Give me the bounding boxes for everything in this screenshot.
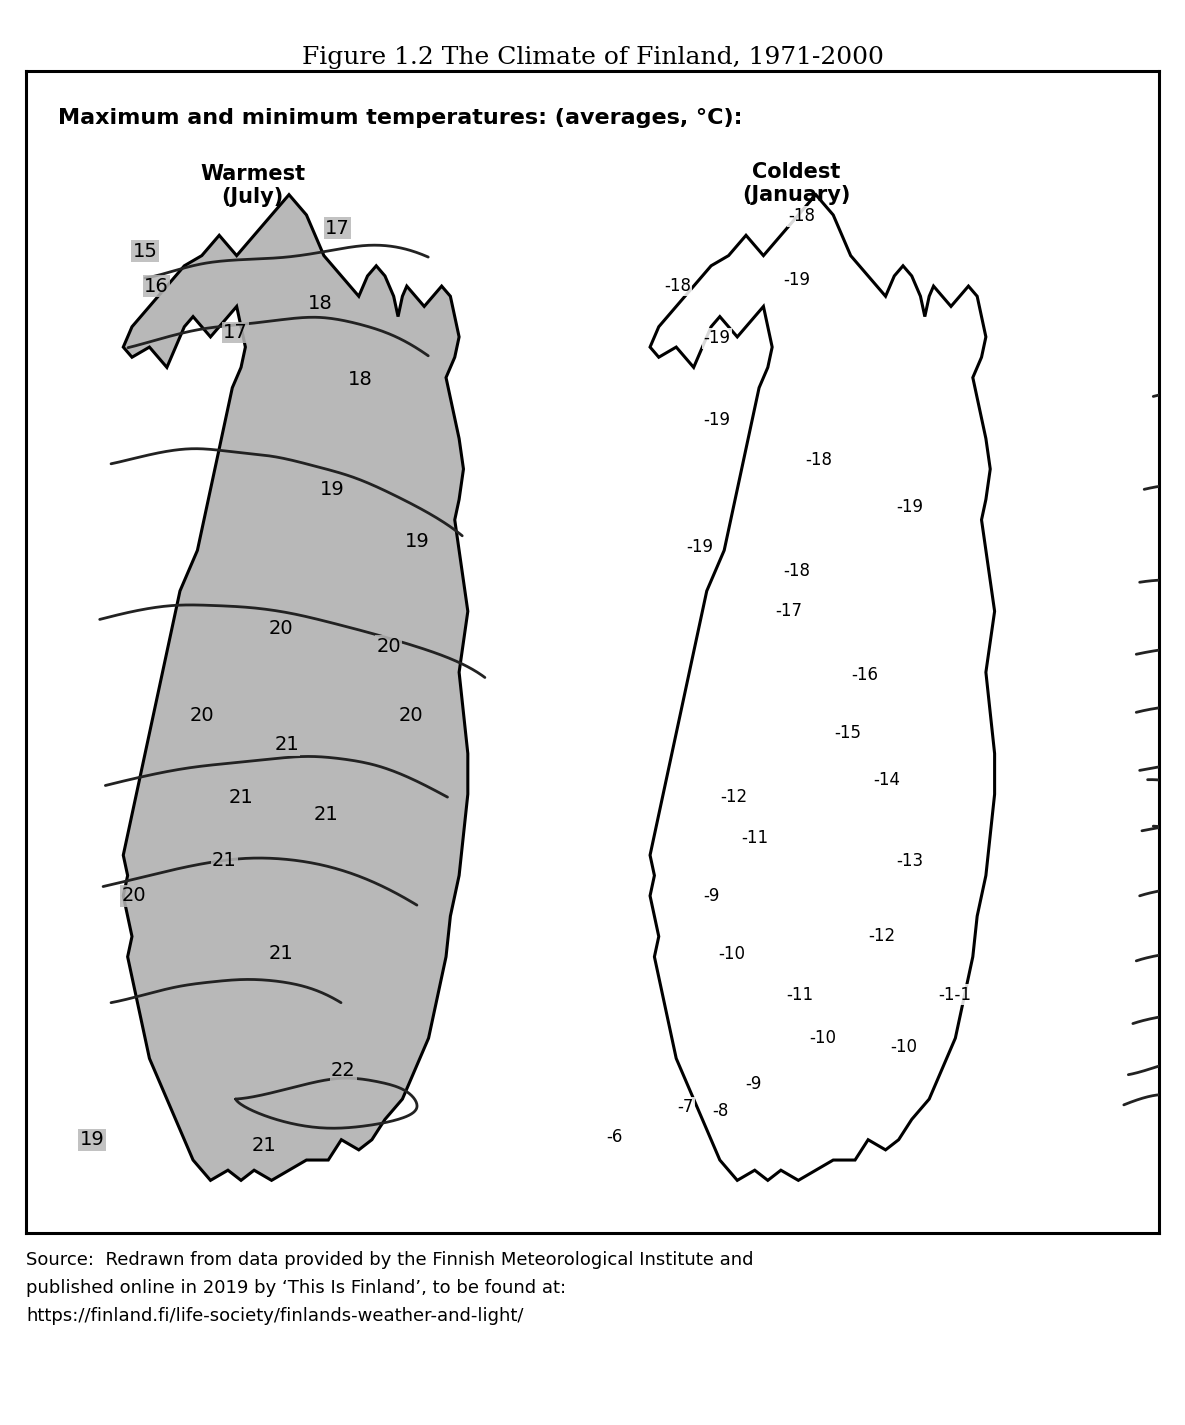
Text: -19: -19 — [704, 329, 731, 348]
Text: -17: -17 — [775, 603, 802, 620]
Text: -18: -18 — [664, 276, 691, 295]
Text: -18: -18 — [783, 561, 809, 580]
Text: -18: -18 — [806, 452, 833, 469]
Text: 15: 15 — [133, 242, 158, 261]
Text: -9: -9 — [703, 886, 719, 905]
Text: -12: -12 — [867, 928, 895, 945]
Text: -15: -15 — [834, 724, 860, 742]
Polygon shape — [651, 195, 994, 1180]
Text: 18: 18 — [308, 294, 333, 314]
Text: Maximum and minimum temperatures: (averages, °C):: Maximum and minimum temperatures: (avera… — [58, 108, 742, 128]
Text: -19: -19 — [783, 271, 809, 289]
Text: 17: 17 — [223, 323, 248, 342]
Text: -10: -10 — [718, 945, 745, 963]
Polygon shape — [123, 195, 468, 1180]
Text: 16: 16 — [143, 276, 168, 295]
Text: 17: 17 — [325, 218, 350, 238]
Text: -18: -18 — [788, 208, 815, 225]
Text: -8: -8 — [712, 1102, 729, 1120]
Text: 20: 20 — [121, 886, 146, 905]
Text: 18: 18 — [348, 369, 372, 389]
Text: Figure 1.2 The Climate of Finland, 1971-2000: Figure 1.2 The Climate of Finland, 1971-… — [301, 46, 884, 68]
Text: -11: -11 — [787, 986, 813, 1003]
Text: 19: 19 — [79, 1130, 104, 1149]
Text: -10: -10 — [809, 1029, 835, 1046]
Text: -19: -19 — [686, 539, 713, 556]
Text: -16: -16 — [851, 665, 878, 684]
Text: -13: -13 — [896, 852, 923, 871]
Text: Warmest
(July): Warmest (July) — [200, 164, 306, 208]
Text: 22: 22 — [331, 1060, 355, 1080]
Text: -19: -19 — [896, 497, 923, 516]
Text: 21: 21 — [212, 852, 237, 871]
Text: -1-1: -1-1 — [939, 986, 972, 1003]
Text: 21: 21 — [314, 805, 339, 824]
Text: 19: 19 — [320, 480, 345, 499]
Text: 20: 20 — [269, 620, 293, 638]
Text: -11: -11 — [741, 829, 768, 846]
Text: -10: -10 — [891, 1037, 917, 1056]
Text: 21: 21 — [251, 1136, 276, 1156]
Text: 20: 20 — [399, 707, 423, 725]
Text: -9: -9 — [745, 1074, 762, 1093]
Text: 21: 21 — [229, 788, 254, 807]
Text: Source:  Redrawn from data provided by the Finnish Meteorological Institute and
: Source: Redrawn from data provided by th… — [26, 1251, 754, 1325]
Text: 21: 21 — [274, 735, 299, 754]
Text: -19: -19 — [704, 410, 731, 429]
Text: -6: -6 — [606, 1129, 622, 1146]
Text: 20: 20 — [190, 707, 214, 725]
Text: 19: 19 — [404, 532, 429, 551]
Text: Coldest
(January): Coldest (January) — [742, 162, 851, 205]
Text: 20: 20 — [377, 637, 401, 656]
Text: 21: 21 — [269, 945, 294, 963]
Text: -12: -12 — [720, 788, 748, 807]
Text: -7: -7 — [677, 1099, 693, 1116]
Text: -14: -14 — [873, 771, 901, 788]
